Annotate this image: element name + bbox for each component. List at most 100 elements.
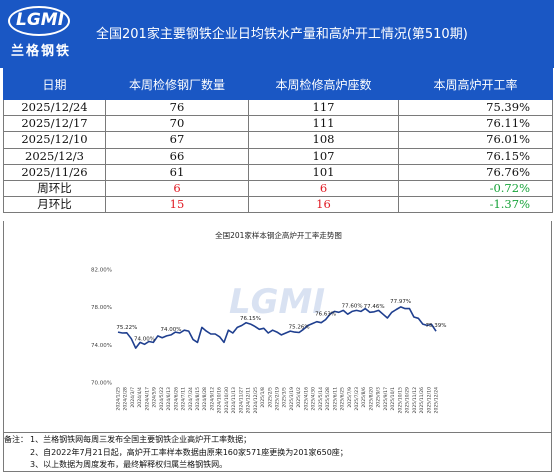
table-row: 2025/12/10 67 108 76.01% — [3, 131, 553, 149]
x-tick-label: 2025/9/3 — [376, 387, 382, 408]
x-tick-label: 2025/4/30 — [311, 387, 317, 411]
x-tick-label: 2024/6/13 — [166, 387, 172, 411]
data-label: 77.46% — [364, 304, 385, 310]
x-tick-label: 2025/2/19 — [275, 387, 281, 411]
mom-label: 月环比 — [3, 196, 106, 214]
furnace-data-table: 日期 本周检修钢厂数量 本周检修高炉座数 本周高炉开工率 2025/12/24 … — [3, 68, 553, 214]
cell-rate: 76.76% — [398, 163, 553, 181]
cell-date: 2025/11/26 — [3, 163, 106, 181]
x-tick-label: 2024/12/25 — [253, 387, 259, 414]
x-tick-label: 2024/7/24 — [188, 387, 194, 411]
data-label: 75.26% — [289, 324, 310, 330]
x-tick-label: 2024/8/15 — [195, 387, 201, 411]
x-tick-label: 2024/9/12 — [209, 387, 215, 411]
column-header-mills: 本周检修钢厂数量 — [105, 68, 249, 100]
x-tick-label: 2024/4/17 — [144, 387, 150, 411]
x-tick-label: 2025/7/23 — [354, 387, 360, 411]
lgmi-logo: LGMI 兰格钢铁 — [6, 6, 84, 62]
cell-rate: 76.01% — [398, 131, 553, 149]
x-tick-label: 2025/5/14 — [318, 387, 324, 411]
cell-rate: 76.11% — [398, 115, 553, 133]
x-tick-label: 2025/7/9 — [347, 387, 353, 408]
report-header: LGMI 兰格钢铁 全国201家主要钢铁企业日均铁水产量和高炉开工情况(第510… — [0, 0, 554, 68]
footnote-2: 2、自2022年7月21日起，高炉开工率样本数据由原来160家571座更换为20… — [4, 447, 551, 460]
logo-mark: LGMI — [15, 10, 65, 30]
chart-panel: 全国201家样本钢企高炉开工率走势图 LGMI 82.00% 78.00% 74.00… — [3, 221, 552, 433]
cell-rate: 76.15% — [398, 147, 553, 165]
x-tick-label: 2024/10/30 — [224, 387, 230, 414]
cell-mills: 66 — [105, 147, 249, 165]
cell-furnaces: 111 — [248, 115, 399, 133]
x-tick-label: 2025/5/28 — [325, 387, 331, 411]
table-row: 2025/12/17 70 111 76.11% — [3, 115, 553, 133]
footnote-text: 2、自2022年7月21日起，高炉开工率样本数据由原来160家571座更换为20… — [30, 447, 348, 457]
x-tick-label: 2024/2/28 — [123, 387, 129, 411]
mom-furnaces-change: 16 — [248, 196, 399, 214]
cell-furnaces: 107 — [248, 147, 399, 165]
column-header-rate: 本周高炉开工率 — [398, 68, 553, 100]
cell-mills: 61 — [105, 163, 249, 181]
y-tick-label: 70.00% — [91, 381, 112, 387]
mom-mills-change: 15 — [105, 196, 249, 214]
x-tick-label: 2025/3/5 — [282, 387, 288, 408]
x-tick-label: 2024/6/26 — [173, 387, 179, 411]
data-label: 74.00% — [161, 327, 182, 333]
wow-mills-change: 6 — [105, 179, 249, 198]
x-tick-label: 2025/8/6 — [361, 387, 367, 408]
footnote-1: 备注： 1、兰格钢铁网每周三发布全国主要钢铁企业高炉开工率数据； — [4, 434, 551, 447]
y-tick-label: 82.00% — [91, 268, 112, 274]
footnotes: 备注： 1、兰格钢铁网每周三发布全国主要钢铁企业高炉开工率数据； 2、自2022年… — [3, 433, 552, 472]
logo-name: 兰格钢铁 — [10, 44, 71, 59]
table-row: 2025/12/3 66 107 76.15% — [3, 147, 553, 165]
table-row: 2025/11/26 61 101 76.76% — [3, 163, 553, 181]
x-tick-label: 2025/12/10 — [426, 387, 432, 414]
footnote-text: 1、兰格钢铁网每周三发布全国主要钢铁企业高炉开工率数据； — [30, 435, 252, 444]
x-tick-label: 2024/1/25 — [116, 387, 122, 411]
data-label: 76.63% — [315, 312, 336, 318]
x-tick-label: 2025/9/17 — [383, 387, 389, 411]
data-label: 75.22% — [116, 325, 137, 331]
table-header-row: 日期 本周检修钢厂数量 本周检修高炉座数 本周高炉开工率 — [3, 68, 553, 100]
cell-mills: 67 — [105, 131, 249, 149]
chart-title: 全国201家样本钢企高炉开工率走势图 — [215, 231, 342, 240]
x-tick-label: 2024/12/11 — [246, 387, 252, 414]
x-tick-label: 2025/4/2 — [296, 387, 302, 408]
cell-furnaces: 108 — [248, 131, 399, 149]
month-over-month-row: 月环比 15 16 -1.37% — [3, 196, 553, 214]
x-tick-label: 2025/11/26 — [419, 387, 425, 414]
chart-watermark: LGMI — [229, 282, 325, 322]
x-tick-label: 2024/7/11 — [181, 387, 187, 411]
x-tick-label: 2024/5/9 — [152, 387, 158, 408]
mom-rate-change: -1.37% — [398, 196, 553, 214]
x-tick-label: 2025/6/25 — [340, 387, 346, 411]
week-over-week-row: 周环比 6 6 -0.72% — [3, 179, 553, 198]
x-tick-label: 2024/5/22 — [159, 387, 165, 411]
x-tick-label: 2025/2/5 — [267, 387, 273, 408]
x-tick-label: 2024/4/4 — [137, 387, 143, 408]
x-tick-label: 2025/10/1 — [390, 387, 396, 411]
x-tick-label: 2025/10/29 — [405, 387, 411, 414]
x-tick-label: 2025/12/24 — [434, 387, 440, 414]
wow-label: 周环比 — [3, 179, 106, 198]
cell-date: 2025/12/17 — [3, 115, 106, 133]
data-label: 77.60% — [342, 303, 363, 309]
cell-date: 2025/12/10 — [3, 131, 106, 149]
footnote-prefix: 备注： — [4, 435, 28, 444]
data-label: 75.39% — [426, 323, 447, 329]
data-label: 74.00% — [134, 336, 155, 342]
cell-furnaces: 117 — [248, 98, 399, 117]
x-tick-label: 2025/8/20 — [368, 387, 374, 411]
x-tick-label: 2024/8/28 — [202, 387, 208, 411]
cell-furnaces: 101 — [248, 163, 399, 181]
x-tick-label: 2025/6/11 — [332, 387, 338, 411]
x-tick-label: 2024/3/7 — [130, 387, 136, 408]
x-tick-label: 2024/11/27 — [238, 387, 244, 414]
x-tick-label: 2025/11/12 — [412, 387, 418, 414]
wow-furnaces-change: 6 — [248, 179, 399, 198]
x-tick-label: 2025/1/8 — [260, 387, 266, 408]
cell-rate: 75.39% — [398, 98, 553, 117]
data-label: 77.97% — [390, 299, 411, 305]
footnote-3: 3、以上数据为周度发布，最终解释权归属兰格钢铁网。 — [4, 459, 551, 472]
x-tick-label: 2024/10/16 — [217, 387, 223, 414]
